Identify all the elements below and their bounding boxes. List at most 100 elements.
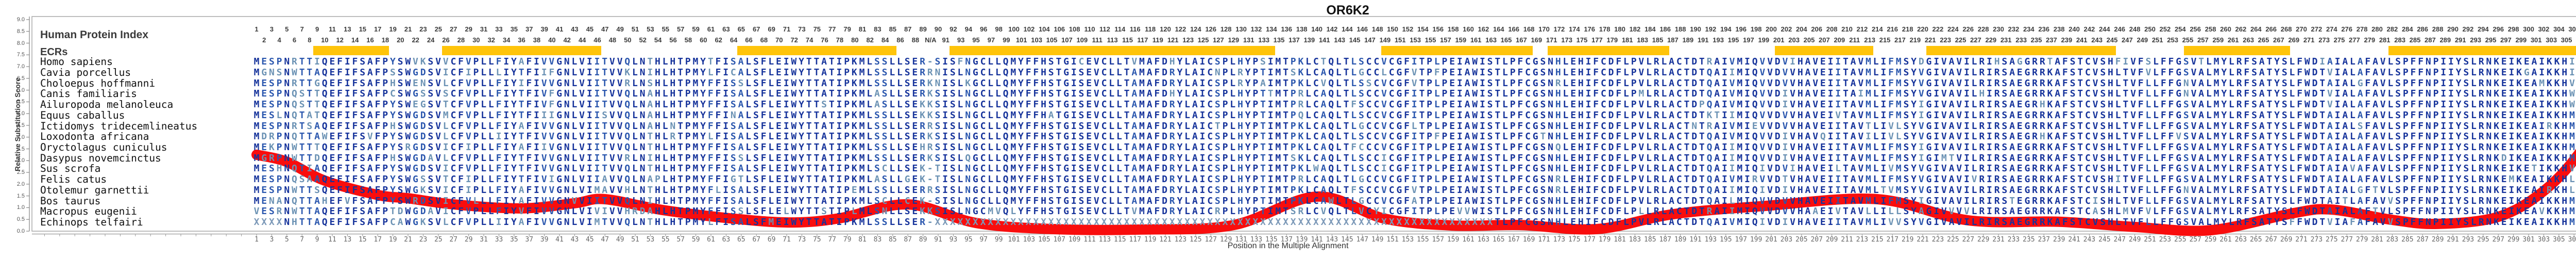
residue: I	[1479, 67, 1485, 78]
residue: M	[1737, 206, 1743, 217]
residue: A	[1850, 163, 1856, 174]
residue: G	[1926, 174, 1932, 185]
residue: F	[2244, 195, 2250, 206]
residue: G	[1396, 141, 1402, 153]
residue: K	[1298, 184, 1304, 196]
residue: S	[2281, 195, 2287, 206]
residue: Y	[1018, 56, 1024, 68]
residue: S	[874, 152, 880, 164]
residue: H	[670, 163, 676, 174]
residue: T	[1260, 88, 1266, 100]
residue: L	[1335, 195, 1342, 206]
residue: R	[2478, 131, 2484, 142]
residue: A	[2342, 184, 2348, 196]
residue: A	[1948, 120, 1955, 132]
residue: F	[337, 131, 343, 142]
residue: A	[2372, 67, 2378, 78]
residue: T	[1267, 88, 1274, 100]
residue: E	[1086, 77, 1092, 89]
residue: G	[972, 88, 978, 100]
residue: T	[2266, 120, 2273, 132]
residue: I	[2448, 120, 2454, 132]
residue: C	[450, 120, 456, 132]
residue: F	[2138, 77, 2144, 89]
residue: Y	[1911, 120, 1917, 132]
residue: G	[1396, 163, 1402, 174]
residue: N	[2486, 141, 2492, 153]
residue: L	[988, 195, 994, 206]
residue: K	[920, 109, 925, 121]
residue: P	[1631, 88, 1637, 100]
residue: Y	[2274, 120, 2280, 132]
residue: V	[1759, 56, 1766, 68]
residue: S	[1048, 56, 1054, 68]
residue: F	[2365, 131, 2371, 142]
residue: D	[2312, 184, 2318, 196]
residue: G	[1926, 141, 1932, 153]
residue: V	[617, 77, 623, 89]
residue: L	[2387, 141, 2394, 153]
residue: L	[481, 99, 487, 110]
residue: R	[1994, 141, 2000, 153]
residue: V	[1381, 56, 1387, 68]
residue: T	[1495, 141, 1501, 153]
residue: N	[2425, 141, 2431, 153]
residue: L	[662, 120, 668, 132]
residue: L	[957, 67, 963, 78]
residue: F	[1616, 152, 1622, 164]
residue: N	[2425, 99, 2431, 110]
residue: E	[1449, 56, 1455, 68]
residue: S	[2395, 152, 2401, 164]
residue: S	[2395, 67, 2401, 78]
residue: F	[715, 152, 721, 164]
residue: M	[1866, 88, 1871, 100]
residue: A	[2198, 109, 2205, 121]
residue: V	[1812, 131, 1819, 142]
residue: V	[609, 99, 615, 110]
residue: P	[473, 131, 479, 142]
residue: A	[1948, 184, 1955, 196]
residue: T	[2319, 141, 2326, 153]
residue: T	[2077, 141, 2083, 153]
residue: G	[1532, 131, 1538, 142]
residue: T	[2266, 206, 2273, 217]
residue: N	[284, 88, 290, 100]
residue: L	[2471, 174, 2477, 185]
residue: D	[314, 152, 320, 164]
residue: M	[859, 99, 865, 110]
residue: C	[1374, 56, 1380, 68]
residue: D	[2312, 195, 2318, 206]
residue: L	[2471, 195, 2477, 206]
residue: T	[806, 131, 812, 142]
residue: P	[1442, 195, 1448, 206]
residue: A	[367, 174, 373, 185]
residue: T	[1419, 67, 1425, 78]
residue: W	[1472, 141, 1478, 153]
residue: S	[950, 131, 956, 142]
residue: D	[1608, 131, 1614, 142]
residue: T	[1419, 120, 1425, 132]
residue: S	[904, 141, 910, 153]
residue: V	[2130, 120, 2136, 132]
residue: Y	[1018, 195, 1024, 206]
residue: R	[1994, 152, 2000, 164]
residue: M	[859, 120, 865, 132]
residue: F	[1033, 184, 1039, 196]
residue: D	[2312, 141, 2318, 153]
residue: S	[1903, 88, 1909, 100]
residue: A	[2055, 56, 2061, 68]
residue: V	[579, 184, 585, 196]
ecr-bar	[442, 46, 601, 55]
residue: F	[2244, 77, 2250, 89]
residue: V	[465, 120, 471, 132]
residue: G	[1396, 120, 1402, 132]
residue: Y	[1018, 141, 1024, 153]
residue: S	[753, 56, 759, 68]
residue: H	[1797, 109, 1803, 121]
residue: P	[844, 77, 850, 89]
residue: T	[1684, 56, 1690, 68]
residue: L	[1563, 77, 1569, 89]
residue: N	[639, 174, 646, 185]
residue: T	[828, 67, 835, 78]
residue: T	[814, 163, 820, 174]
